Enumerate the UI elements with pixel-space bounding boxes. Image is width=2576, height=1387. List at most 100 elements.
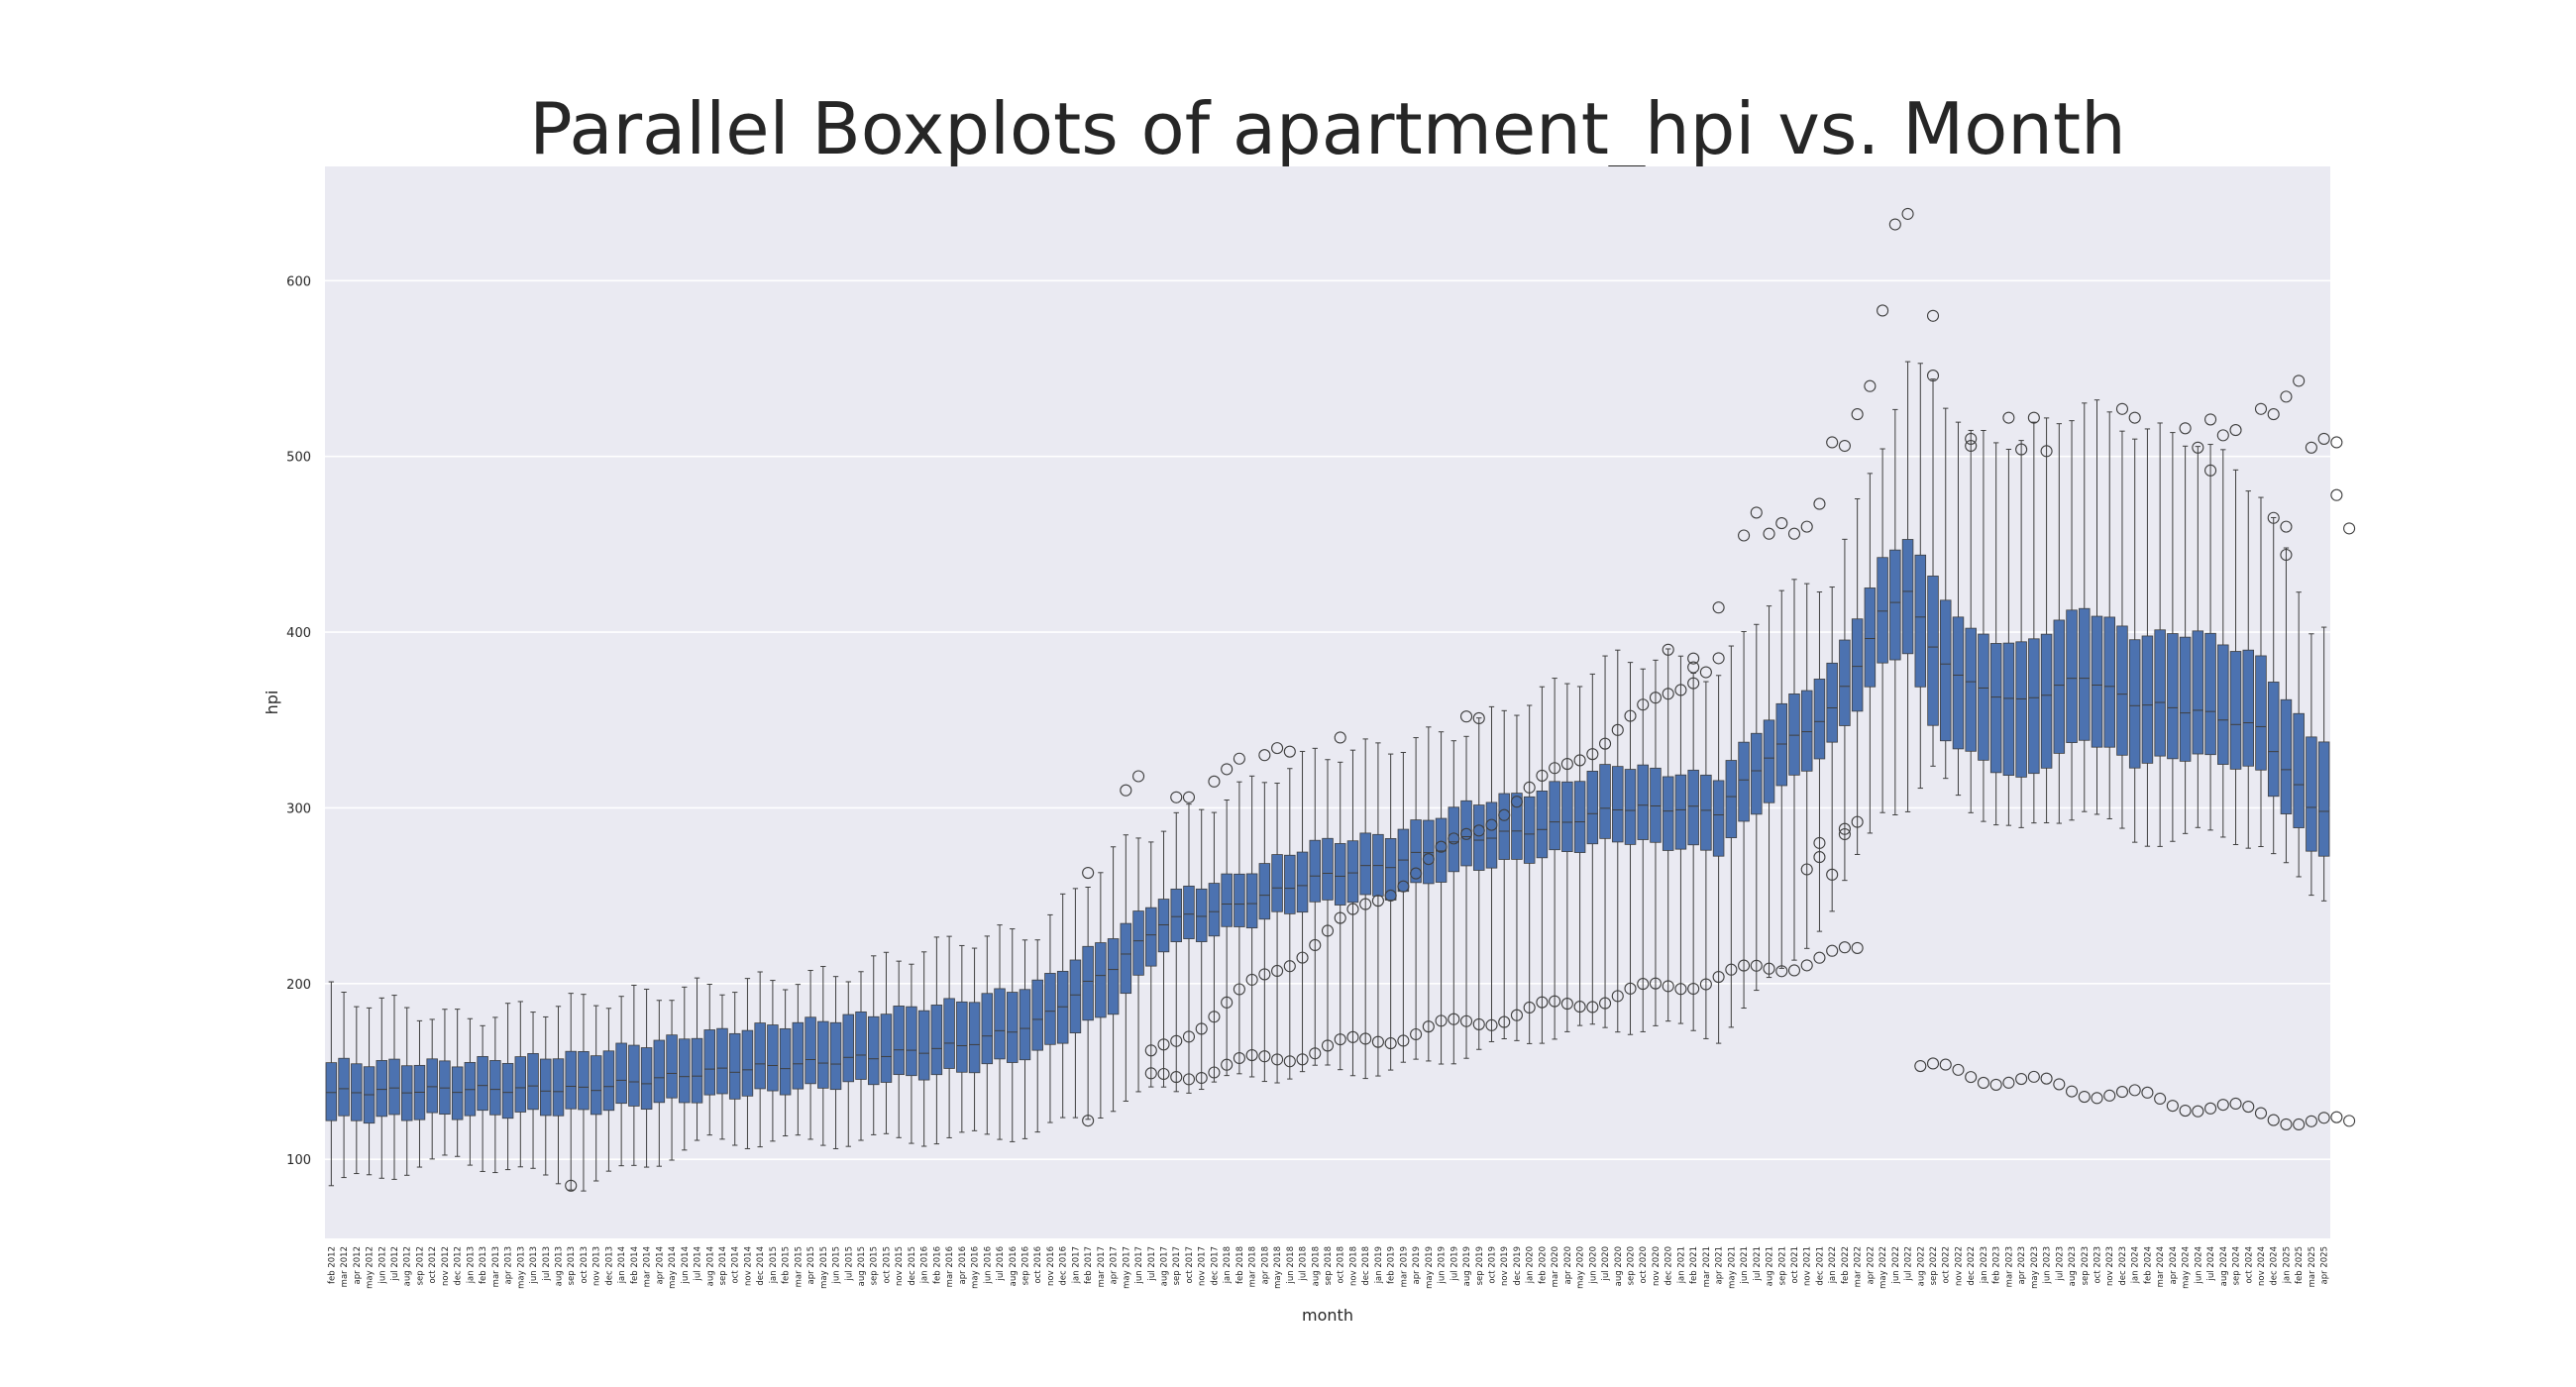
box-body [1234,873,1245,927]
x-tick-label: oct 2014 [731,1246,741,1284]
x-tick-label: oct 2015 [882,1246,892,1284]
outlier-point [1132,770,1145,783]
outlier-point [1674,983,1687,996]
x-tick-label: may 2024 [2182,1246,2192,1289]
box-body [1978,633,1989,761]
outlier-point [1926,370,1940,382]
outlier-point [1914,1060,1927,1073]
outlier-point [1687,652,1700,665]
box-body [1271,854,1283,912]
outlier-point [1637,978,1650,991]
box-nov-2012 [439,1009,451,1156]
outlier-point [1699,666,1712,679]
x-tick-label: feb 2025 [2295,1246,2305,1284]
box-mar-2020 [1549,678,1560,1040]
outlier-point [2267,511,2280,524]
x-tick-label: dec 2013 [604,1246,614,1286]
outlier-point [1410,867,1423,880]
box-body [956,1001,968,1073]
x-tick-label: apr 2017 [1110,1246,1120,1284]
outlier-point [1888,218,1901,231]
outlier-point [1787,964,1801,977]
x-tick-label: dec 2017 [1210,1246,1220,1286]
box-mar-2017 [1095,872,1107,1119]
outlier-point [2242,1101,2255,1114]
outlier-point [1813,497,1826,510]
x-tick-label: feb 2012 [327,1246,337,1284]
x-tick-label: jun 2016 [983,1246,993,1284]
box-sep-2018 [1322,759,1334,1066]
box-body [2015,641,2027,778]
box-body [1069,959,1082,1033]
x-tick-label: mar 2017 [1097,1246,1107,1287]
box-body [930,1005,943,1076]
box-jul-2017 [1145,841,1157,1088]
outlier-point [1271,742,1284,755]
x-tick-label: jul 2012 [390,1246,400,1281]
x-tick-label: feb 2020 [1538,1246,1548,1284]
outlier-point [1182,791,1196,803]
outlier-point [1965,439,1978,453]
outlier-point [2216,1099,2229,1112]
outlier-point [1725,963,1738,976]
outlier-point [1939,1058,1952,1071]
x-tick-label: feb 2014 [630,1246,640,1284]
box-nov-2022 [1952,421,1965,797]
box-body [2103,616,2115,748]
box-aug-2024 [2217,449,2229,838]
outlier-point [565,1179,578,1192]
box-oct-2016 [1031,939,1043,1133]
x-tick-label: jul 2021 [1753,1246,1763,1281]
box-jun-2021 [1738,631,1750,1010]
box-jan-2017 [1069,888,1082,1119]
box-body [893,1006,905,1076]
box-dec-2018 [1359,738,1371,1080]
outlier-point [1170,1034,1183,1047]
x-tick-label: nov 2018 [1348,1246,1358,1286]
box-body [1410,819,1422,884]
x-tick-label: apr 2025 [2320,1246,2330,1284]
x-tick-label: jul 2019 [1449,1246,1459,1281]
outlier-point [1283,1055,1296,1068]
box-dec-2020 [1662,648,1674,1022]
box-body [1989,643,2002,774]
outlier-point [1523,1001,1536,1014]
x-tick-label: may 2018 [1273,1246,1283,1289]
box-oct-2024 [2242,490,2255,849]
box-body [666,1034,678,1099]
box-body [817,1020,829,1089]
outlier-point [1599,737,1612,750]
box-aug-2018 [1309,747,1322,1066]
outlier-point [1649,692,1663,704]
outlier-point [1775,965,1788,978]
x-tick-label: mar 2018 [1248,1246,1258,1287]
y-axis-label: hpi [263,691,281,715]
outlier-point [1977,1076,1989,1090]
outlier-point [1170,1071,1183,1084]
box-jul-2012 [388,995,400,1180]
outlier-point [2267,408,2280,421]
box-jan-2018 [1221,800,1233,1077]
outlier-point [2330,1111,2343,1123]
box-body [1384,838,1397,901]
box-jan-2023 [1978,429,1989,822]
box-jan-2022 [1826,587,1838,912]
box-oct-2013 [578,994,590,1192]
x-tick-label: may 2016 [971,1246,981,1289]
box-body [2141,635,2154,764]
outlier-point [1144,1067,1157,1080]
box-body [1523,796,1536,864]
x-tick-label: jul 2013 [542,1246,552,1281]
x-tick-label: jun 2012 [377,1246,387,1284]
box-body [2306,736,2317,852]
box-feb-2025 [2293,591,2305,878]
box-body [1309,839,1322,903]
box-body [2154,629,2166,757]
outlier-point [1573,754,1586,767]
x-tick-label: jun 2021 [1740,1246,1750,1284]
box-body [1435,817,1448,883]
outlier-point [2267,1114,2280,1126]
box-body [1788,693,1800,776]
outlier-point [1851,941,1864,954]
box-body [2255,655,2267,771]
